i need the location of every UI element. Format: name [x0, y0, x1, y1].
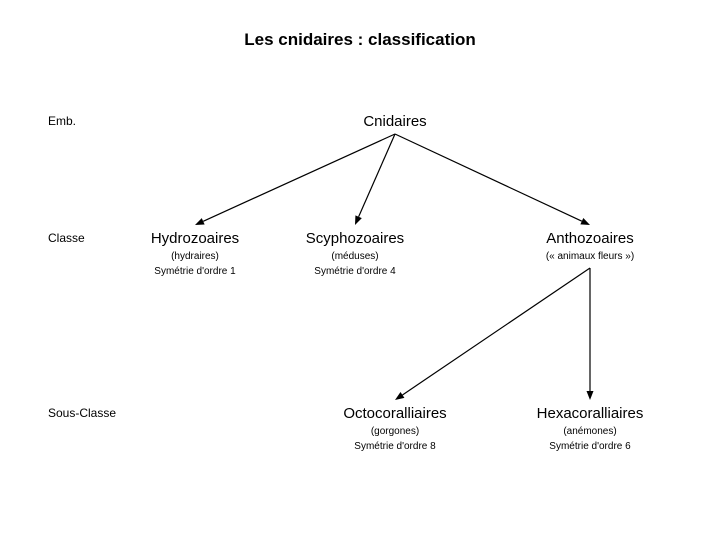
node-hexa-line-0: Hexacoralliaires [470, 405, 710, 422]
node-antho-line-1: (« animaux fleurs ») [470, 251, 710, 262]
edge-2 [395, 134, 582, 221]
edge-0-arrow [195, 218, 205, 225]
diagram-title: Les cnidaires : classification [210, 30, 510, 50]
node-hexa-line-1: (anémones) [470, 426, 710, 437]
edge-3 [402, 268, 590, 395]
edge-2-arrow [580, 218, 590, 225]
row-label-scls: Sous-Classe [48, 406, 116, 420]
node-antho: Anthozoaires (« animaux fleurs ») [470, 230, 710, 262]
node-scypho-line-0: Scyphozoaires [235, 230, 475, 247]
node-scypho-line-1: (méduses) [235, 251, 475, 262]
edge-3-arrow [395, 392, 404, 400]
node-antho-line-0: Anthozoaires [470, 230, 710, 247]
edge-1-arrow [355, 215, 362, 225]
node-scypho: Scyphozoaires (méduses) Symétrie d'ordre 4 [235, 230, 475, 277]
node-hexa-line-2: Symétrie d'ordre 6 [470, 441, 710, 452]
edge-4-arrow [587, 391, 594, 400]
node-root-line-0: Cnidaires [275, 113, 515, 130]
node-root: Cnidaires [275, 113, 515, 130]
edge-1 [359, 134, 395, 217]
row-label-emb: Emb. [48, 114, 76, 128]
node-scypho-line-2: Symétrie d'ordre 4 [235, 266, 475, 277]
node-hexa: Hexacoralliaires (anémones) Symétrie d'ord… [470, 405, 710, 452]
edge-0 [203, 134, 395, 221]
